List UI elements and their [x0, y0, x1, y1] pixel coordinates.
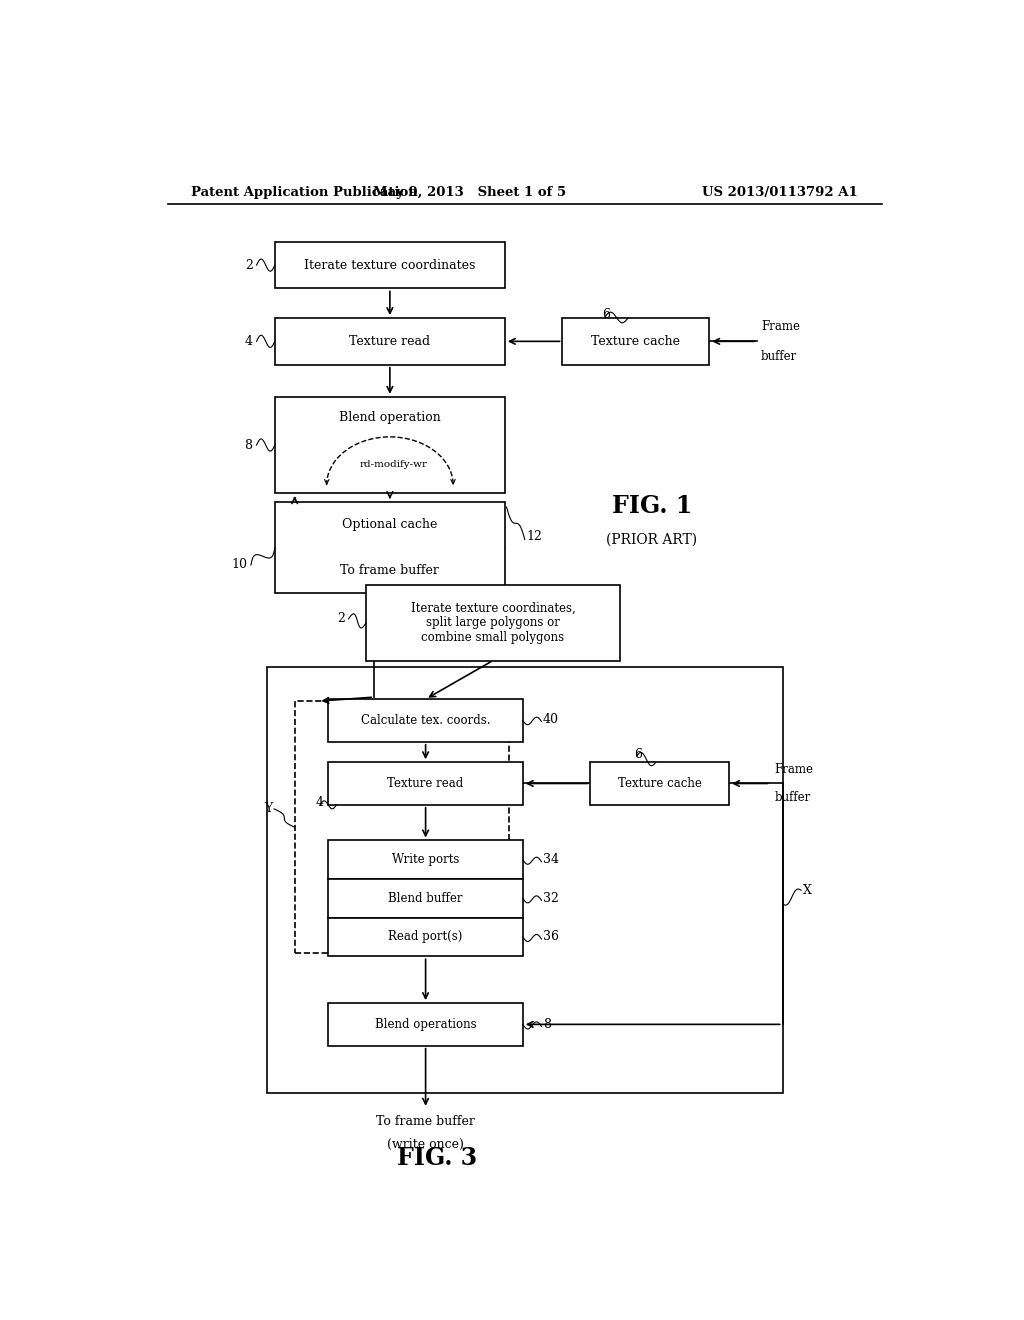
Text: buffer: buffer [774, 791, 811, 804]
Bar [562, 318, 710, 364]
Text: 40: 40 [543, 713, 559, 726]
Bar [267, 667, 782, 1093]
Bar [329, 841, 523, 879]
Text: Texture read: Texture read [349, 335, 430, 348]
Text: Calculate tex. coords.: Calculate tex. coords. [360, 714, 490, 727]
Text: Patent Application Publication: Patent Application Publication [191, 186, 418, 199]
Text: 12: 12 [526, 531, 543, 543]
Text: 2: 2 [245, 259, 253, 272]
Text: buffer: buffer [761, 350, 797, 363]
Bar [295, 701, 509, 953]
Bar [329, 762, 523, 805]
Text: Frame: Frame [774, 763, 813, 776]
Text: X: X [803, 883, 811, 896]
Text: (PRIOR ART): (PRIOR ART) [606, 532, 697, 546]
Text: 10: 10 [231, 558, 247, 572]
Text: Texture cache: Texture cache [592, 335, 680, 348]
Text: Write ports: Write ports [392, 853, 460, 866]
Bar [590, 762, 729, 805]
Text: Blend operation: Blend operation [339, 412, 440, 425]
Bar [367, 585, 621, 660]
Bar [329, 879, 523, 917]
Text: 8: 8 [543, 1018, 551, 1031]
Text: 6: 6 [602, 309, 610, 322]
Text: Blend operations: Blend operations [375, 1018, 476, 1031]
Text: Y: Y [264, 803, 272, 816]
Bar [329, 917, 523, 956]
Bar [274, 242, 505, 289]
Text: Texture cache: Texture cache [617, 777, 701, 789]
Text: Blend buffer: Blend buffer [388, 892, 463, 904]
Text: Optional cache: Optional cache [342, 519, 437, 532]
Text: 4: 4 [316, 796, 324, 809]
Text: Read port(s): Read port(s) [388, 931, 463, 944]
Text: May 9, 2013   Sheet 1 of 5: May 9, 2013 Sheet 1 of 5 [373, 186, 566, 199]
Text: FIG. 1: FIG. 1 [611, 494, 692, 517]
Text: Iterate texture coordinates: Iterate texture coordinates [304, 259, 475, 272]
Text: Iterate texture coordinates,
split large polygons or
combine small polygons: Iterate texture coordinates, split large… [411, 602, 575, 644]
Bar [274, 318, 505, 364]
Text: To frame buffer: To frame buffer [340, 564, 439, 577]
Bar [329, 1003, 523, 1045]
Text: FIG. 3: FIG. 3 [397, 1146, 477, 1170]
Text: 6: 6 [634, 747, 642, 760]
Bar [274, 397, 505, 494]
Text: To frame buffer: To frame buffer [376, 1115, 475, 1129]
Text: rd-modify-wr: rd-modify-wr [359, 461, 428, 470]
Bar [329, 700, 523, 742]
Bar [274, 502, 505, 594]
Text: 4: 4 [245, 335, 253, 348]
Text: (write once): (write once) [387, 1138, 464, 1151]
Text: Frame: Frame [761, 319, 800, 333]
Text: 8: 8 [245, 438, 253, 451]
Text: US 2013/0113792 A1: US 2013/0113792 A1 [702, 186, 858, 199]
Text: 32: 32 [543, 892, 559, 904]
Text: Texture read: Texture read [387, 777, 464, 789]
Text: 2: 2 [337, 612, 345, 626]
Text: 36: 36 [543, 931, 559, 944]
Text: 34: 34 [543, 853, 559, 866]
